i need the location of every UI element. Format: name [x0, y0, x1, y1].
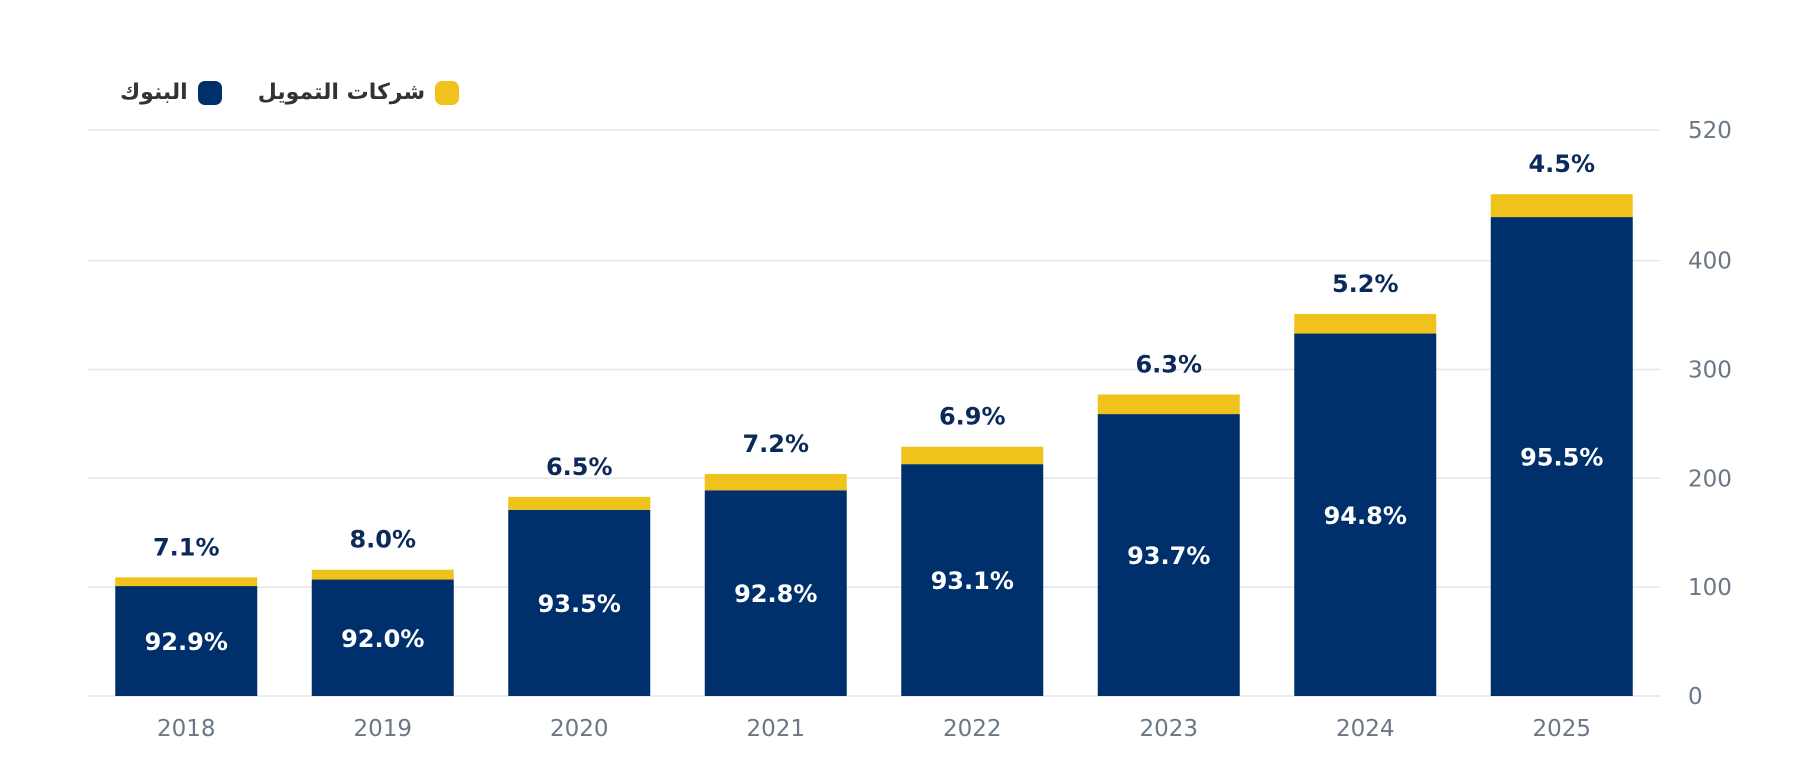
y-tick-label: 300	[1688, 357, 1732, 383]
x-tick-label: 2025	[1532, 716, 1591, 742]
bar-segment-finance-companies	[704, 473, 847, 491]
bar-segment-finance-companies	[115, 577, 258, 587]
y-tick-label: 0	[1688, 684, 1703, 710]
data-label-banks: 94.8%	[1324, 502, 1407, 530]
data-label-finance-companies: 8.0%	[349, 526, 416, 554]
legend-swatch-finance-companies	[435, 80, 460, 105]
x-tick-label: 2023	[1139, 716, 1198, 742]
bar-segment-finance-companies	[1097, 394, 1240, 415]
bar-segment-banks	[901, 464, 1044, 696]
data-label-banks: 93.5%	[538, 590, 621, 618]
legend-item-finance-companies: شركات التمويل	[257, 80, 460, 105]
data-label-finance-companies: 7.2%	[742, 430, 809, 458]
bar-segment-finance-companies	[311, 569, 454, 580]
y-tick-label: 520	[1688, 118, 1732, 144]
y-tick-label: 100	[1688, 575, 1732, 601]
x-tick-label: 2018	[157, 716, 216, 742]
legend-swatch-banks	[197, 80, 222, 105]
bar-segment-banks	[311, 579, 454, 696]
data-label-finance-companies: 6.3%	[1135, 350, 1202, 378]
data-label-banks: 92.9%	[145, 628, 228, 656]
y-tick-label: 200	[1688, 466, 1732, 492]
x-tick-label: 2021	[746, 716, 805, 742]
data-label-banks: 93.1%	[931, 567, 1014, 595]
bar-segment-banks	[115, 586, 258, 696]
bar-segment-banks	[508, 509, 651, 696]
data-label-finance-companies: 6.5%	[546, 453, 613, 481]
data-label-finance-companies: 4.5%	[1528, 150, 1595, 178]
data-label-banks: 92.0%	[341, 625, 424, 653]
data-label-finance-companies: 7.1%	[153, 533, 220, 561]
x-tick-label: 2022	[943, 716, 1002, 742]
bar-segment-banks	[1294, 333, 1437, 696]
x-tick-label: 2020	[550, 716, 609, 742]
legend-item-banks: البنوك	[120, 80, 222, 105]
data-label-banks: 92.8%	[734, 580, 817, 608]
data-label-banks: 93.7%	[1127, 542, 1210, 570]
data-label-finance-companies: 6.9%	[939, 403, 1006, 431]
x-tick-label: 2024	[1336, 716, 1395, 742]
bar-segment-banks	[704, 490, 847, 696]
legend-label-banks: البنوك	[120, 80, 188, 105]
x-tick-label: 2019	[353, 716, 412, 742]
bar-segment-finance-companies	[1490, 194, 1633, 218]
bar-segment-banks	[1097, 414, 1240, 696]
bar-segment-finance-companies	[508, 496, 651, 510]
bar-segment-finance-companies	[1294, 313, 1437, 334]
data-label-banks: 95.5%	[1520, 444, 1603, 472]
data-label-finance-companies: 5.2%	[1332, 270, 1399, 298]
y-tick-label: 400	[1688, 249, 1732, 275]
bar-segment-banks	[1490, 217, 1633, 697]
legend: البنوك شركات التمويل	[120, 80, 460, 105]
bar-segment-finance-companies	[901, 446, 1044, 465]
legend-label-finance-companies: شركات التمويل	[257, 80, 426, 105]
